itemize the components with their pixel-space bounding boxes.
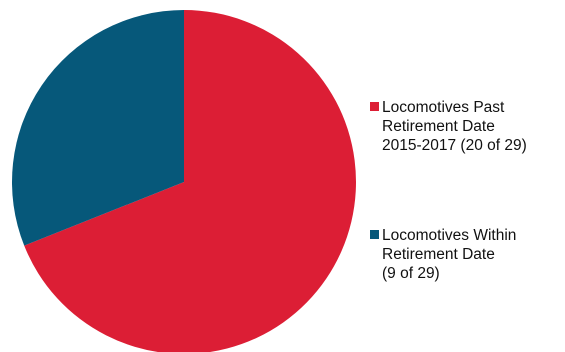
pie-slice-past-retirement [24, 10, 356, 352]
legend-label-within-retirement: Locomotives Within Retirement Date (9 of… [382, 227, 517, 282]
legend-swatch-past-retirement [370, 102, 379, 111]
legend-item-past-retirement: Locomotives Past Retirement Date 2015-20… [370, 98, 527, 155]
pie-slice-within-retirement [11, 10, 184, 246]
legend-swatch-within-retirement [370, 230, 379, 239]
legend-label-past-retirement: Locomotives Past Retirement Date 2015-20… [382, 99, 527, 154]
pie-slices [11, 10, 356, 352]
legend-item-within-retirement: Locomotives Within Retirement Date (9 of… [370, 226, 516, 283]
